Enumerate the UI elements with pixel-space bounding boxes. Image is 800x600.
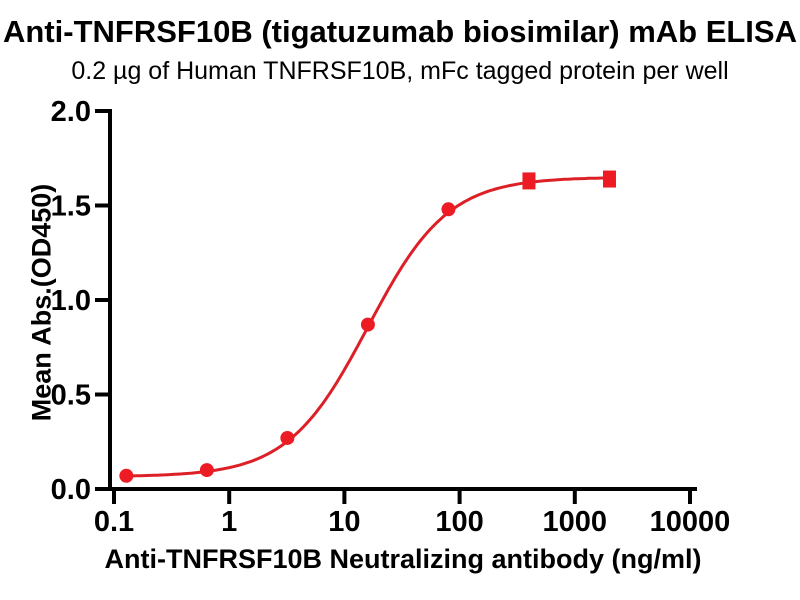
y-tick-label: 1.0 bbox=[51, 285, 91, 317]
y-tick-label: 1.5 bbox=[51, 191, 91, 223]
data-point-circle bbox=[199, 463, 214, 478]
x-tick-label: 10 bbox=[328, 506, 360, 538]
chart-title: Anti-TNFRSF10B (tigatuzumab biosimilar) … bbox=[3, 14, 797, 49]
data-point-circle bbox=[360, 317, 375, 332]
x-tick-label: 0.1 bbox=[94, 506, 134, 538]
data-point-circle bbox=[280, 430, 295, 445]
data-point-circle bbox=[441, 202, 456, 217]
data-point-square bbox=[522, 172, 536, 190]
x-tick-label: 10000 bbox=[650, 506, 731, 538]
x-tick-label: 1000 bbox=[543, 506, 608, 538]
y-tick-label: 0.0 bbox=[51, 474, 91, 506]
y-tick-label: 0.5 bbox=[51, 380, 91, 412]
x-axis-title: Anti-TNFRSF10B Neutralizing antibody (ng… bbox=[104, 544, 702, 574]
x-tick-label: 100 bbox=[435, 506, 483, 538]
x-tick-label: 1 bbox=[221, 506, 237, 538]
data-point-circle bbox=[119, 468, 134, 483]
y-tick-label: 2.0 bbox=[51, 96, 91, 128]
chart-subtitle: 0.2 µg of Human TNFRSF10B, mFc tagged pr… bbox=[71, 57, 729, 85]
data-point-square bbox=[602, 170, 616, 188]
